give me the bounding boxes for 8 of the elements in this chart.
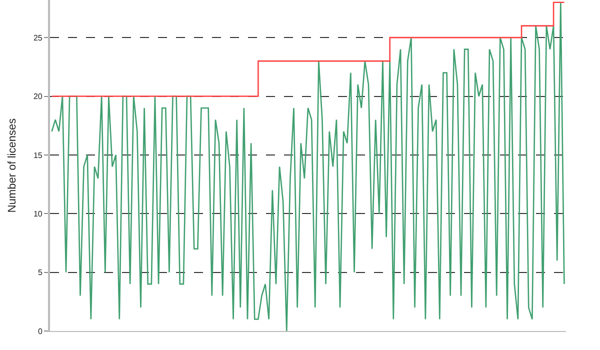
y-tick-label: 15 — [33, 150, 43, 160]
line-series — [51, 2, 565, 331]
y-axis-title: Number of licenses — [6, 118, 19, 213]
y-tick-label: 0 — [38, 326, 43, 336]
y-tick-label: 10 — [33, 209, 43, 218]
y-tick-label: 20 — [33, 92, 43, 102]
y-tick-label: 5 — [38, 268, 43, 278]
y-tick-label: 25 — [33, 33, 43, 42]
